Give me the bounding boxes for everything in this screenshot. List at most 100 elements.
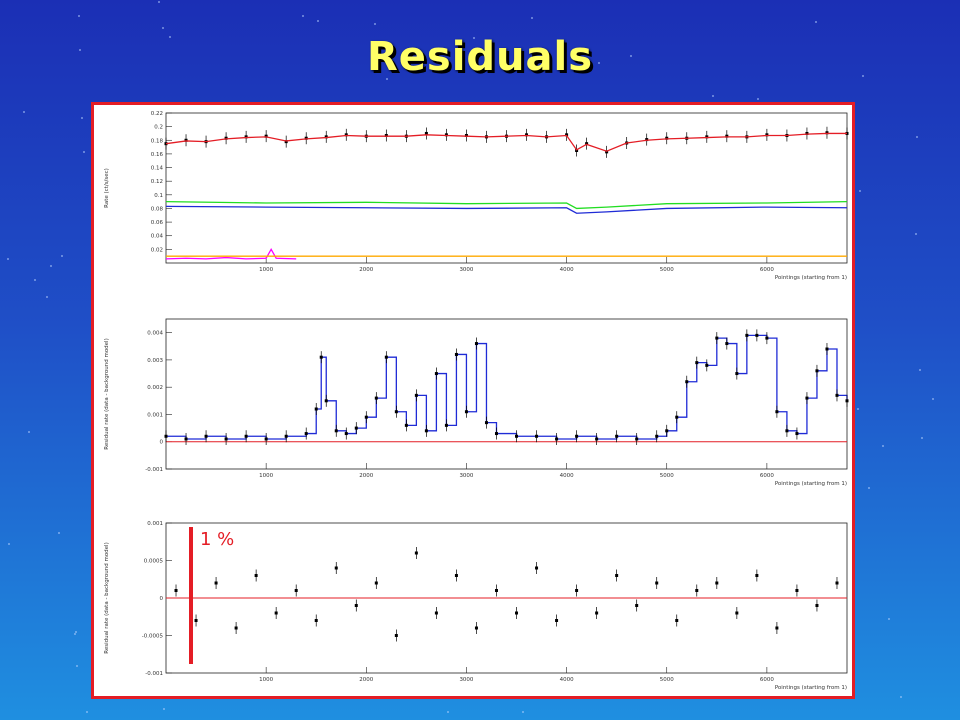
y-tick-label: 0.001 — [147, 521, 163, 527]
data-point — [755, 333, 759, 337]
data-point — [164, 142, 168, 146]
star — [33, 279, 36, 282]
star — [49, 264, 52, 267]
data-point — [715, 581, 719, 585]
data-point — [404, 423, 408, 427]
data-point — [525, 133, 529, 137]
data-point — [635, 604, 639, 607]
y-tick-label: 0.16 — [151, 152, 164, 158]
data-point — [615, 434, 619, 438]
x-axis-label: Pointings (starting from 1) — [775, 481, 847, 487]
y-tick-label: 0 — [160, 596, 164, 602]
y-tick-label: 0.04 — [151, 234, 164, 240]
data-point — [464, 134, 468, 137]
star — [473, 37, 476, 40]
y-tick-label: 0.1 — [154, 193, 163, 199]
star — [45, 296, 48, 298]
star — [373, 22, 376, 25]
data-point — [464, 410, 468, 414]
star — [168, 35, 171, 38]
data-point — [615, 574, 619, 577]
data-point — [244, 135, 248, 139]
data-point — [695, 589, 699, 592]
x-tick-label: 1000 — [259, 473, 273, 479]
data-point — [254, 574, 258, 577]
data-point — [314, 407, 318, 411]
star — [161, 26, 164, 29]
x-tick-label: 6000 — [760, 473, 774, 479]
data-point — [635, 437, 639, 441]
data-point — [204, 434, 208, 438]
data-point — [745, 333, 749, 337]
data-point — [765, 336, 769, 340]
data-point — [655, 434, 659, 438]
panel-2: -0.001 0 0.001 0.002 0.003 0.004 1000 2000 3000 4… — [104, 318, 849, 487]
data-point — [424, 131, 428, 135]
x-axis-label: Pointings (starting from 1) — [775, 275, 847, 281]
data-point — [454, 352, 458, 356]
x-tick-label: 3000 — [459, 267, 473, 273]
data-point — [394, 410, 398, 414]
star — [899, 696, 902, 699]
y-tick-label: 0.06 — [151, 220, 164, 226]
data-point — [364, 415, 368, 419]
data-point — [665, 429, 669, 433]
x-tick-label: 6000 — [760, 267, 774, 273]
star — [6, 258, 9, 261]
data-point — [319, 355, 323, 359]
y-axis-label: Rate (ct/s/sec) — [104, 168, 110, 208]
data-point — [234, 626, 238, 630]
star — [316, 19, 319, 22]
star — [421, 54, 424, 57]
data-point — [595, 437, 599, 441]
data-point — [735, 611, 739, 615]
star — [301, 15, 304, 18]
data-point — [775, 626, 779, 630]
star — [79, 49, 82, 52]
data-point — [344, 133, 348, 137]
data-point — [244, 434, 248, 438]
star — [868, 486, 871, 489]
data-point — [515, 611, 519, 615]
star — [629, 54, 632, 57]
data-point — [845, 399, 849, 403]
data-point — [224, 437, 228, 441]
series-line-2 — [165, 132, 847, 152]
data-point — [224, 136, 228, 140]
star — [531, 17, 534, 20]
data-point — [334, 429, 338, 433]
data-point — [805, 396, 809, 400]
data-point — [354, 604, 358, 607]
data-point — [274, 611, 278, 615]
data-point — [414, 551, 418, 555]
data-point — [685, 380, 689, 384]
slide-title: Residuals — [366, 34, 594, 80]
x-tick-label: 5000 — [660, 677, 674, 683]
data-point — [304, 136, 308, 140]
series-line-4 — [165, 205, 848, 214]
data-point — [304, 432, 308, 436]
plot-area — [165, 318, 848, 470]
data-point — [645, 138, 649, 142]
series-line-5 — [165, 248, 297, 260]
y-tick-label: 0.004 — [147, 331, 163, 337]
data-point — [374, 396, 378, 400]
x-tick-label: 2000 — [359, 267, 373, 273]
star — [431, 64, 434, 67]
data-point — [494, 589, 498, 592]
data-point — [484, 421, 488, 425]
data-point — [434, 611, 438, 615]
data-point — [695, 361, 699, 365]
series-line-3 — [165, 200, 848, 210]
star — [597, 62, 600, 64]
data-point — [805, 131, 809, 135]
y-axis-label: Residual rate (data - background model) — [104, 338, 110, 449]
figure-frame: 0.02 0.04 0.06 0.08 0.1 0.12 0.14 0.16 0.18 0.2 0.… — [91, 102, 855, 699]
data-point — [424, 429, 428, 433]
star — [915, 135, 918, 138]
star — [58, 532, 61, 535]
star — [862, 75, 865, 78]
star — [447, 711, 450, 714]
y-tick-label: 0.001 — [147, 412, 163, 418]
data-point — [795, 432, 799, 436]
